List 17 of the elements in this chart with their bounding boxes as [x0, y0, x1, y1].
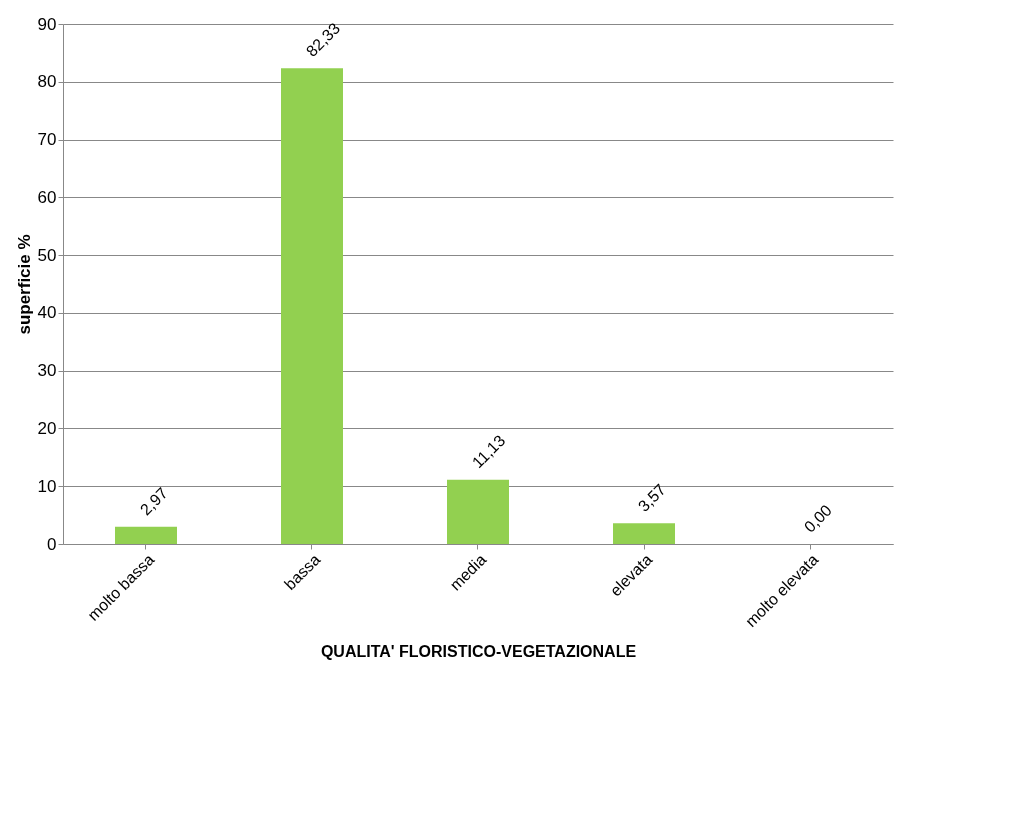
y-tick-label: 50: [37, 245, 57, 265]
y-tick-label: 40: [37, 303, 57, 323]
y-tick-label: 70: [37, 130, 57, 150]
y-tick-label: 30: [37, 361, 57, 381]
x-axis-title: QUALITA' FLORISTICO-VEGETAZIONALE: [320, 643, 637, 661]
bar: [115, 526, 177, 544]
y-tick-label: 60: [37, 187, 57, 207]
y-axis-title: superficie %: [14, 234, 34, 335]
bar: [447, 479, 509, 544]
data-label: 0,00: [800, 501, 835, 536]
bar: [613, 523, 675, 544]
y-tick-label: 10: [37, 476, 57, 496]
bar: [281, 68, 343, 544]
y-tick-label: 90: [37, 14, 57, 34]
y-tick-label: 0: [47, 534, 57, 554]
y-tick-label: 20: [37, 418, 57, 438]
y-tick-label: 80: [37, 72, 57, 92]
